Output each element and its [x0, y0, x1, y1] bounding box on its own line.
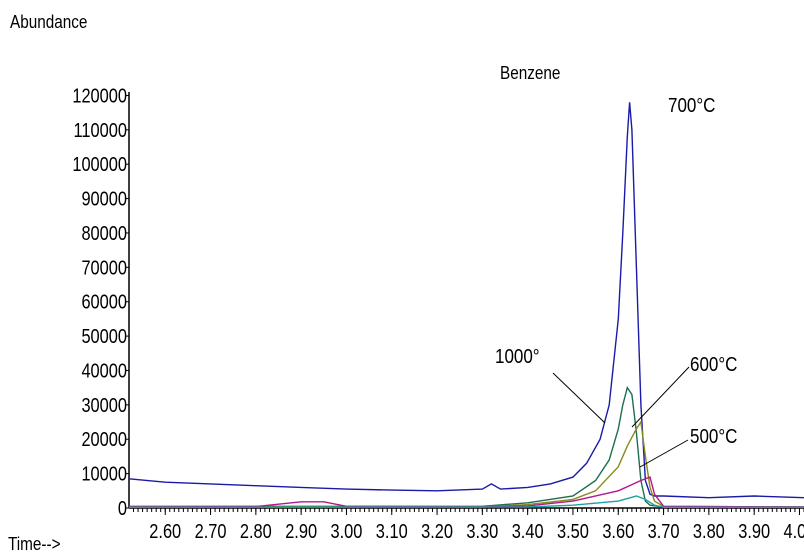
y-tick-label: 50000: [81, 325, 127, 348]
series-line-4: [128, 495, 804, 508]
y-tick-label: 10000: [81, 462, 127, 485]
y-tick-label: 30000: [81, 393, 127, 416]
y-tick-label: 40000: [81, 359, 127, 382]
series-lines: [128, 102, 804, 508]
x-tick-label: 3.00: [331, 519, 363, 542]
annotation-label: 1000°: [495, 345, 540, 368]
x-tick-label: 3.50: [557, 519, 589, 542]
y-tick-label: 0: [118, 496, 127, 519]
series-line-1: [129, 386, 804, 508]
axes: 0 10000 20000 30000 40000 50000 60000 70000 8000…: [72, 84, 804, 542]
y-tick-label: 80000: [81, 221, 127, 244]
annotation-leader: [552, 372, 606, 424]
annotation-label: 500°C: [690, 425, 737, 448]
x-tick-label: 3.60: [602, 519, 634, 542]
y-tick-label: 20000: [81, 428, 127, 451]
x-tick-label: 4.00: [784, 519, 804, 542]
x-tick-label: 3.30: [466, 519, 498, 542]
y-tick-label: 70000: [81, 256, 127, 279]
x-tick-label: 3.90: [738, 519, 770, 542]
y-tick-label: 120000: [72, 84, 127, 107]
x-tick-label: 2.90: [285, 519, 317, 542]
x-tick-label: 3.20: [421, 519, 453, 542]
series-line-3: [128, 476, 804, 508]
y-tick-label: 90000: [81, 187, 127, 210]
series-line-0: [128, 102, 804, 499]
annotations: 700°C 1000° 600°C 500°C: [495, 94, 737, 468]
annotation-leader: [631, 366, 690, 428]
y-tick-label: 60000: [81, 290, 127, 313]
x-tick-label: 3.80: [693, 519, 725, 542]
series-line-2: [129, 420, 804, 508]
x-tick-label: 3.10: [376, 519, 408, 542]
y-axis-label: Abundance: [10, 12, 88, 32]
annotation-leader: [639, 439, 689, 468]
x-tick-label: 3.70: [648, 519, 680, 542]
x-tick-label: 2.60: [149, 519, 181, 542]
y-tick-label: 110000: [74, 118, 127, 141]
x-axis-label: Time-->: [8, 534, 61, 554]
x-tick-label: 2.70: [195, 519, 227, 542]
x-tick-label: 2.80: [240, 519, 272, 542]
annotation-label: 600°C: [690, 353, 737, 376]
annotation-label: 700°C: [668, 94, 715, 117]
y-tick-label: 100000: [72, 153, 127, 176]
x-tick-label: 3.40: [512, 519, 544, 542]
chart-title: Benzene: [500, 63, 561, 83]
